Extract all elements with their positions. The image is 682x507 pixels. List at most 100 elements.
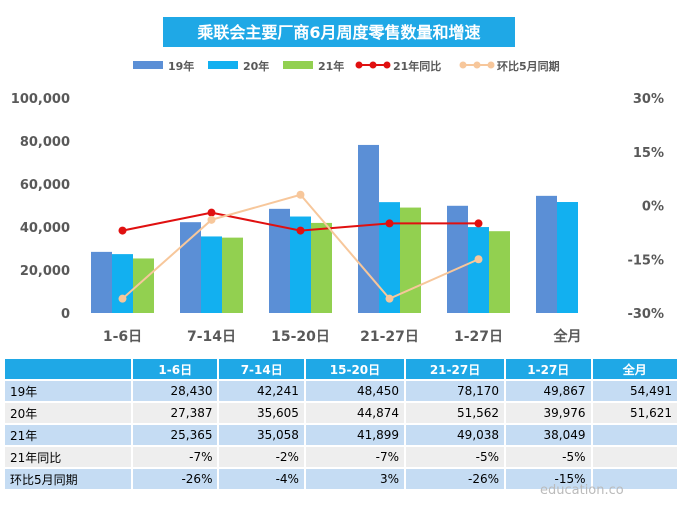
table-cell: 27,387 (133, 403, 218, 423)
table-row: 21年同比 -7% -2% -7% -5% -5% (5, 447, 677, 467)
line-point (385, 294, 394, 303)
table-cell (592, 447, 677, 467)
table-row: 20年 27,387 35,605 44,874 51,562 39,976 51,621 (5, 403, 677, 423)
bar (180, 222, 201, 313)
table-corner (5, 359, 132, 379)
bar (133, 258, 154, 313)
bar (112, 254, 133, 313)
bar (557, 202, 578, 313)
y2-tick-label: -15% (627, 253, 664, 268)
legend-swatch-marker (487, 61, 495, 69)
table-cell: -2% (219, 447, 304, 467)
bar (447, 205, 468, 313)
legend-swatch-marker (355, 61, 363, 69)
bar (536, 195, 557, 313)
chart-title: 乘联会主要厂商6月周度零售数量和增速 (196, 23, 480, 42)
legend-item: 环比5月同期 (459, 59, 560, 73)
chart: 乘联会主要厂商6月周度零售数量和增速 19年 20年 21年 21年同比 环比5月同期 … (11, 17, 664, 345)
bar (468, 227, 489, 313)
y-tick-label: 0 (61, 307, 70, 322)
table-cell: -26% (133, 469, 218, 489)
table-cell: 51,562 (406, 403, 505, 423)
table-cell: 48,450 (305, 381, 404, 401)
table-cell: -5% (406, 447, 505, 467)
x-tick-label: 15-20日 (271, 329, 330, 345)
legend-item: 21年 (283, 59, 344, 73)
legend-label: 21年 (318, 59, 344, 73)
legend-swatch-marker (383, 61, 391, 69)
line-point (207, 208, 216, 217)
table-cell: 3% (305, 469, 404, 489)
y2-tick-label: -30% (627, 307, 664, 322)
table-header-cell: 21-27日 (406, 359, 505, 379)
table-cell: 38,049 (506, 425, 591, 445)
line-point (118, 226, 127, 235)
table-cell: -4% (219, 469, 304, 489)
y2-tick-label: 15% (633, 146, 664, 161)
line-point (474, 219, 483, 228)
legend-swatch (208, 61, 238, 69)
x-tick-label: 1-27日 (454, 329, 503, 345)
y-axis-right: -30% -15% 0% 15% 30% (627, 92, 664, 322)
table-row-label: 20年 (5, 403, 132, 423)
bar (290, 216, 311, 313)
x-tick-label: 1-6日 (103, 329, 142, 345)
y-tick-label: 60,000 (20, 178, 70, 193)
table-row-label: 21年 (5, 425, 132, 445)
table-cell (592, 469, 677, 489)
table-cell: 28,430 (133, 381, 218, 401)
table-header-cell: 15-20日 (305, 359, 404, 379)
table-cell: 42,241 (219, 381, 304, 401)
bar (269, 208, 290, 313)
bar (222, 237, 243, 313)
legend-swatch-marker (459, 61, 467, 69)
legend-swatch (283, 61, 313, 69)
table-row-label: 21年同比 (5, 447, 132, 467)
x-tick-label: 7-14日 (187, 329, 236, 345)
x-axis-labels: 1-6日 7-14日 15-20日 21-27日 1-27日 全月 (103, 328, 582, 345)
bar (201, 236, 222, 313)
legend-swatch-marker (369, 61, 377, 69)
table-cell: -15% (506, 469, 591, 489)
bar (91, 251, 112, 313)
line-point (118, 294, 127, 303)
table-cell: 49,038 (406, 425, 505, 445)
legend-label: 环比5月同期 (497, 59, 560, 73)
table-header-row: 1-6日 7-14日 15-20日 21-27日 1-27日 全月 (5, 359, 677, 379)
line-point (296, 226, 305, 235)
lines (118, 190, 483, 303)
data-table: 1-6日 7-14日 15-20日 21-27日 1-27日 全月 19年 28,430 42… (3, 357, 679, 491)
table-cell: 54,491 (592, 381, 677, 401)
x-tick-label: 21-27日 (360, 329, 419, 345)
legend-item: 19年 (133, 59, 194, 73)
table-cell (592, 425, 677, 445)
legend-swatch (133, 61, 163, 69)
table-cell: 44,874 (305, 403, 404, 423)
y2-tick-label: 30% (633, 92, 664, 107)
x-tick-label: 全月 (553, 328, 582, 345)
table-cell: 25,365 (133, 425, 218, 445)
table-row-label: 环比5月同期 (5, 469, 132, 489)
table-row: 19年 28,430 42,241 48,450 78,170 49,867 54,491 (5, 381, 677, 401)
table-cell: 51,621 (592, 403, 677, 423)
bar (358, 144, 379, 313)
legend-label: 21年同比 (393, 59, 441, 73)
table-cell: 35,605 (219, 403, 304, 423)
table-cell: -5% (506, 447, 591, 467)
bar (379, 202, 400, 313)
line-point (207, 215, 216, 224)
table-cell: -7% (305, 447, 404, 467)
legend: 19年 20年 21年 21年同比 环比5月同期 (133, 59, 560, 73)
y-tick-label: 40,000 (20, 221, 70, 236)
table-header-cell: 全月 (592, 359, 677, 379)
y-tick-label: 80,000 (20, 135, 70, 150)
line-point (296, 190, 305, 199)
table-row-label: 19年 (5, 381, 132, 401)
legend-item: 21年同比 (355, 59, 441, 73)
watermark: education.co (540, 483, 624, 498)
table-row: 环比5月同期 -26% -4% 3% -26% -15% (5, 469, 677, 489)
y2-tick-label: 0% (642, 200, 664, 215)
title-box (163, 17, 515, 47)
table-row: 21年 25,365 35,058 41,899 49,038 38,049 (5, 425, 677, 445)
legend-swatch-marker (473, 61, 481, 69)
